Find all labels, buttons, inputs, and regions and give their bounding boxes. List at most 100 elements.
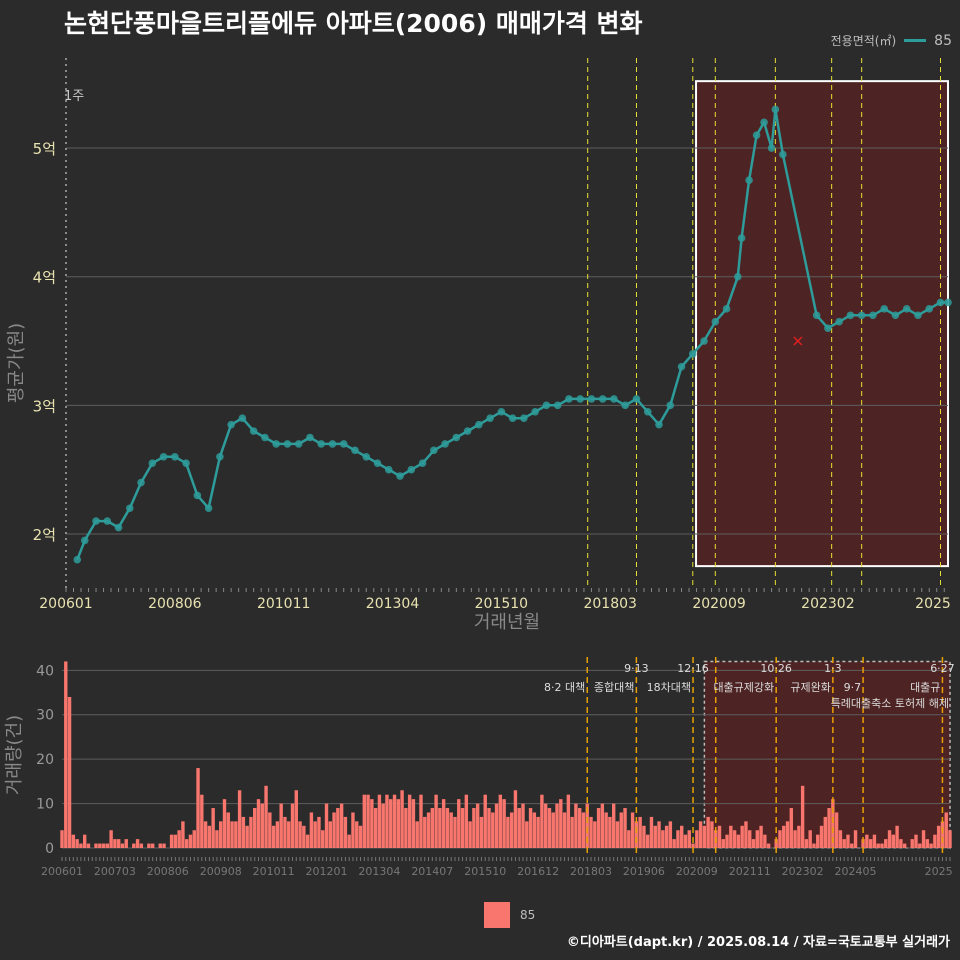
- volume-bar: [222, 799, 227, 848]
- volume-bar: [570, 816, 574, 848]
- price-point: [779, 150, 787, 159]
- volume-bar: [464, 794, 469, 848]
- policy-name-label: 규제완화: [790, 681, 830, 694]
- price-point: [216, 452, 224, 461]
- top-legend: 전용면적(㎡) 85: [831, 32, 952, 49]
- volume-bar: [105, 843, 110, 848]
- y-tick-label: 5억: [33, 140, 56, 158]
- volume-bar: [604, 812, 608, 848]
- price-point: [553, 401, 562, 410]
- x-tick-label: 202302: [801, 596, 854, 612]
- volume-bar: [577, 808, 582, 848]
- volume-bar: [827, 808, 831, 848]
- y-axis-title: 평균가(원): [6, 323, 27, 403]
- legend-line-swatch: [904, 39, 927, 42]
- volume-bar: [321, 830, 325, 848]
- price-point: [452, 433, 461, 442]
- price-point: [812, 311, 821, 320]
- bottom-x-tick-label: 2025: [925, 865, 953, 878]
- volume-bar: [116, 839, 121, 848]
- volume-bar: [479, 816, 484, 848]
- volume-bar: [150, 843, 155, 848]
- volume-bar: [872, 834, 877, 848]
- x-tick-label: 202009: [692, 596, 745, 612]
- volume-bar: [517, 808, 521, 848]
- volume-bar: [834, 812, 839, 848]
- volume-bar: [763, 834, 767, 848]
- policy-date-label: 10·26: [760, 662, 792, 675]
- volume-bar: [373, 808, 378, 848]
- bottom-highlight-box: [703, 660, 951, 849]
- volume-bar: [506, 816, 510, 848]
- volume-bar: [498, 794, 503, 848]
- volume-bar: [502, 799, 506, 848]
- volume-bar: [184, 839, 189, 848]
- volume-bar: [615, 821, 620, 848]
- volume-bar: [339, 803, 344, 848]
- x-tick-label: 201510: [475, 596, 528, 612]
- bottom-x-tick-label: 200703: [94, 865, 136, 878]
- volume-bar: [838, 830, 843, 848]
- volume-bar: [268, 812, 272, 848]
- volume-bar: [725, 834, 729, 848]
- volume-bar: [67, 696, 72, 848]
- price-point: [542, 401, 551, 410]
- volume-bar: [71, 834, 76, 848]
- price-point: [936, 298, 945, 307]
- volume-bar: [230, 821, 234, 848]
- volume-bar: [940, 821, 945, 848]
- price-point: [227, 420, 235, 429]
- volume-bar: [396, 799, 401, 848]
- bottom-x-tick-label: 200806: [147, 865, 189, 878]
- volume-bar: [271, 825, 276, 848]
- price-point: [576, 395, 584, 403]
- price-point: [362, 452, 371, 461]
- volume-bar: [608, 816, 612, 848]
- volume-bar: [585, 803, 589, 848]
- legend-value: 85: [934, 32, 952, 49]
- price-point: [283, 440, 292, 448]
- price-point: [317, 440, 326, 448]
- price-point: [497, 407, 506, 416]
- volume-bar: [124, 839, 128, 848]
- price-point: [737, 234, 746, 242]
- volume-bar: [188, 834, 193, 848]
- volume-bar: [574, 803, 578, 848]
- x-tick-label: 200806: [148, 596, 202, 612]
- volume-bar: [717, 825, 722, 848]
- volume-bar: [392, 794, 397, 848]
- volume-bar: [884, 839, 888, 848]
- bottom-y-axis-title: 거래량(건): [4, 715, 25, 795]
- volume-bar: [547, 808, 552, 848]
- volume-bar: [797, 825, 801, 848]
- volume-bar: [581, 812, 586, 848]
- volume-bar: [540, 794, 544, 848]
- volume-bar: [275, 821, 280, 848]
- volume-bar: [400, 790, 404, 848]
- price-point: [869, 311, 877, 320]
- price-point: [760, 118, 768, 127]
- price-point: [643, 407, 652, 416]
- volume-bar: [521, 803, 525, 848]
- volume-bar: [75, 839, 79, 848]
- y-tick-label: 4억: [33, 269, 56, 287]
- volume-bar: [800, 785, 805, 848]
- volume-bar: [880, 843, 884, 848]
- volume-bar: [426, 812, 431, 848]
- policy-name-label: 대출규제강화: [713, 681, 774, 694]
- price-point: [711, 317, 720, 326]
- price-point: [486, 414, 494, 422]
- price-point: [80, 536, 89, 545]
- price-point: [700, 337, 708, 345]
- volume-bar: [309, 812, 314, 848]
- volume-bar: [676, 830, 680, 848]
- volume-bar: [630, 812, 635, 848]
- volume-bar: [695, 830, 699, 848]
- volume-bar: [687, 830, 691, 848]
- volume-bar: [525, 821, 529, 848]
- price-point: [193, 491, 202, 500]
- volume-bar: [453, 816, 457, 848]
- price-point: [857, 311, 866, 320]
- volume-bar: [237, 790, 242, 848]
